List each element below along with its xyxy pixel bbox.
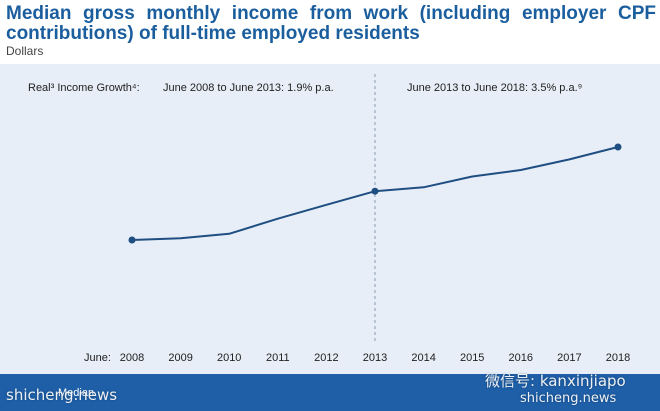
data-point-2008 xyxy=(128,236,136,244)
x-tick-label: 2018 xyxy=(606,352,630,364)
watermark-left: shicheng.news xyxy=(6,386,118,404)
growth-period-2: June 2013 to June 2018: 3.5% p.a.⁹ xyxy=(407,82,582,94)
plot-area: 2008 2009 2010 2011 2012 2013 2014 2015 2016 2017… xyxy=(118,74,632,399)
x-tick-label: 2012 xyxy=(314,352,338,364)
table-bar xyxy=(0,374,660,411)
chart-title: Median gross monthly income from work (i… xyxy=(6,3,656,44)
x-axis-prefix: June: xyxy=(84,352,111,364)
watermark-right-line2: shicheng.news xyxy=(520,391,617,406)
x-tick-label: 2008 xyxy=(120,352,144,364)
growth-period-1: June 2008 to June 2013: 1.9% p.a. xyxy=(163,82,334,94)
x-tick-label: 2015 xyxy=(460,352,484,364)
chart-subtitle: Dollars xyxy=(6,44,44,58)
x-tick-label: 2009 xyxy=(168,352,192,364)
x-tick-label: 2011 xyxy=(266,352,290,364)
x-tick-label: 2014 xyxy=(411,352,435,364)
growth-label: Real³ Income Growth⁴: xyxy=(28,82,140,94)
table-row-label: Median xyxy=(58,387,94,399)
watermark-right-line1: 微信号: kanxinjiapo xyxy=(485,372,626,390)
x-tick-label: 2013 xyxy=(363,352,387,364)
data-point-2013 xyxy=(371,187,379,195)
x-tick-label: 2016 xyxy=(509,352,533,364)
data-point-2018 xyxy=(614,143,622,151)
x-tick-label: 2017 xyxy=(557,352,581,364)
chart-panel xyxy=(0,64,660,411)
x-tick-label: 2010 xyxy=(217,352,241,364)
